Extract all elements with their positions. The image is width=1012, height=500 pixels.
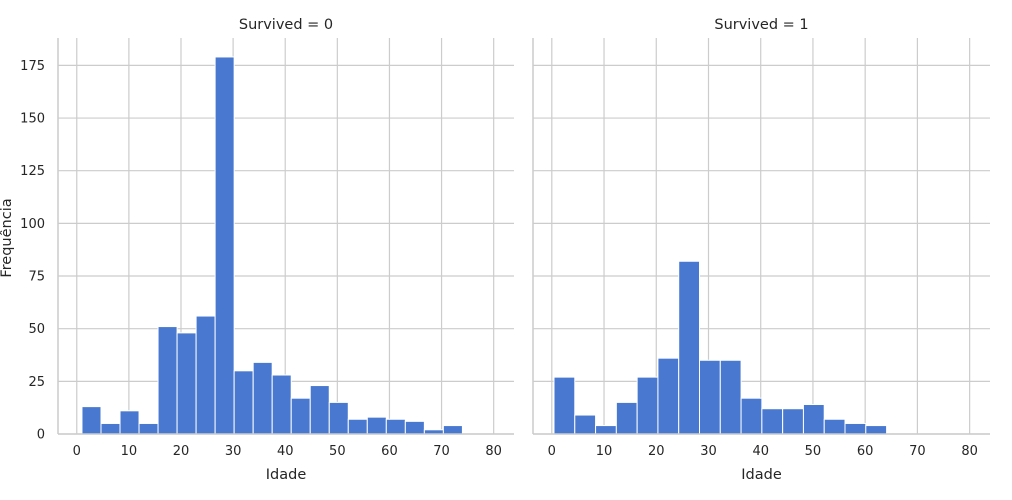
y-tick-label: 0: [37, 428, 45, 443]
histogram-bar: [328, 401, 349, 435]
histogram-bar: [678, 260, 701, 435]
histogram-bar: [157, 326, 178, 435]
histogram-bar: [404, 420, 425, 435]
x-axis-label: Idade: [266, 467, 307, 483]
histogram-bar: [719, 359, 742, 435]
panel-title: Survived = 1: [714, 17, 808, 33]
x-tick-label: 30: [225, 444, 242, 459]
histogram-bar: [615, 401, 638, 435]
histogram-bar: [176, 332, 197, 435]
x-tick-label: 20: [648, 444, 665, 459]
histogram-bar: [385, 418, 406, 435]
histogram-bar: [81, 406, 102, 435]
histogram-bar: [195, 315, 216, 435]
x-tick-label: 50: [805, 444, 822, 459]
panel-survived-1: 0 10 20 30 40 50 60 70 80 Survived = 1 Idade: [532, 17, 990, 483]
x-tick-label: 10: [121, 444, 138, 459]
histogram-bar: [214, 56, 235, 435]
x-tick-label: 80: [961, 444, 978, 459]
histogram-bar: [823, 418, 846, 435]
y-tick-label: 125: [20, 164, 45, 179]
histogram-bar: [699, 359, 721, 435]
histogram-bar: [347, 418, 368, 435]
y-tick-label: 150: [20, 112, 45, 127]
x-tick-label: 50: [329, 444, 346, 459]
histogram-bar: [309, 385, 330, 435]
x-axis-label: Idade: [741, 467, 782, 483]
histogram-bar: [802, 404, 825, 435]
x-tick-label: 20: [173, 444, 190, 459]
histogram-bar: [844, 422, 867, 435]
x-tick-label: 60: [857, 444, 874, 459]
panel-survived-0: 0 10 20 30 40 50 60 70 80 0 25 50 75 100 125 150 175 Surv…: [20, 17, 514, 483]
x-tick-label: 0: [548, 444, 556, 459]
histogram-bar: [442, 425, 463, 435]
histogram-bar: [233, 370, 254, 435]
histogram-bar: [574, 414, 597, 435]
histogram-bar: [290, 397, 311, 435]
histogram-bar: [100, 422, 121, 435]
histogram-bar: [740, 397, 763, 435]
histogram-bar: [119, 410, 140, 435]
x-tick-label: 60: [381, 444, 398, 459]
histogram-bar: [865, 425, 888, 435]
histogram-bar: [636, 376, 659, 435]
y-tick-label: 50: [28, 322, 45, 337]
histogram-bar: [252, 361, 273, 435]
x-tick-label: 40: [752, 444, 769, 459]
x-tick-label: 30: [700, 444, 717, 459]
histogram-bar: [271, 374, 292, 435]
panel-title: Survived = 0: [239, 17, 333, 33]
y-tick-label: 25: [28, 375, 45, 390]
x-tick-label: 70: [433, 444, 450, 459]
x-tick-label: 70: [909, 444, 926, 459]
histogram-bar: [761, 408, 784, 435]
histogram-bar: [138, 422, 159, 435]
y-axis-label: Frequência: [0, 198, 15, 277]
y-tick-label: 175: [20, 59, 45, 74]
histogram-bar: [782, 408, 804, 435]
histogram-bar: [595, 425, 617, 435]
x-tick-label: 10: [596, 444, 613, 459]
x-tick-label: 80: [485, 444, 502, 459]
y-tick-label: 100: [20, 217, 45, 232]
histogram-bar: [657, 357, 680, 435]
x-tick-label: 40: [277, 444, 294, 459]
x-tick-label: 0: [73, 444, 81, 459]
histogram-bar: [553, 376, 576, 435]
y-tick-label: 75: [28, 270, 45, 285]
histogram-bar: [366, 416, 387, 435]
